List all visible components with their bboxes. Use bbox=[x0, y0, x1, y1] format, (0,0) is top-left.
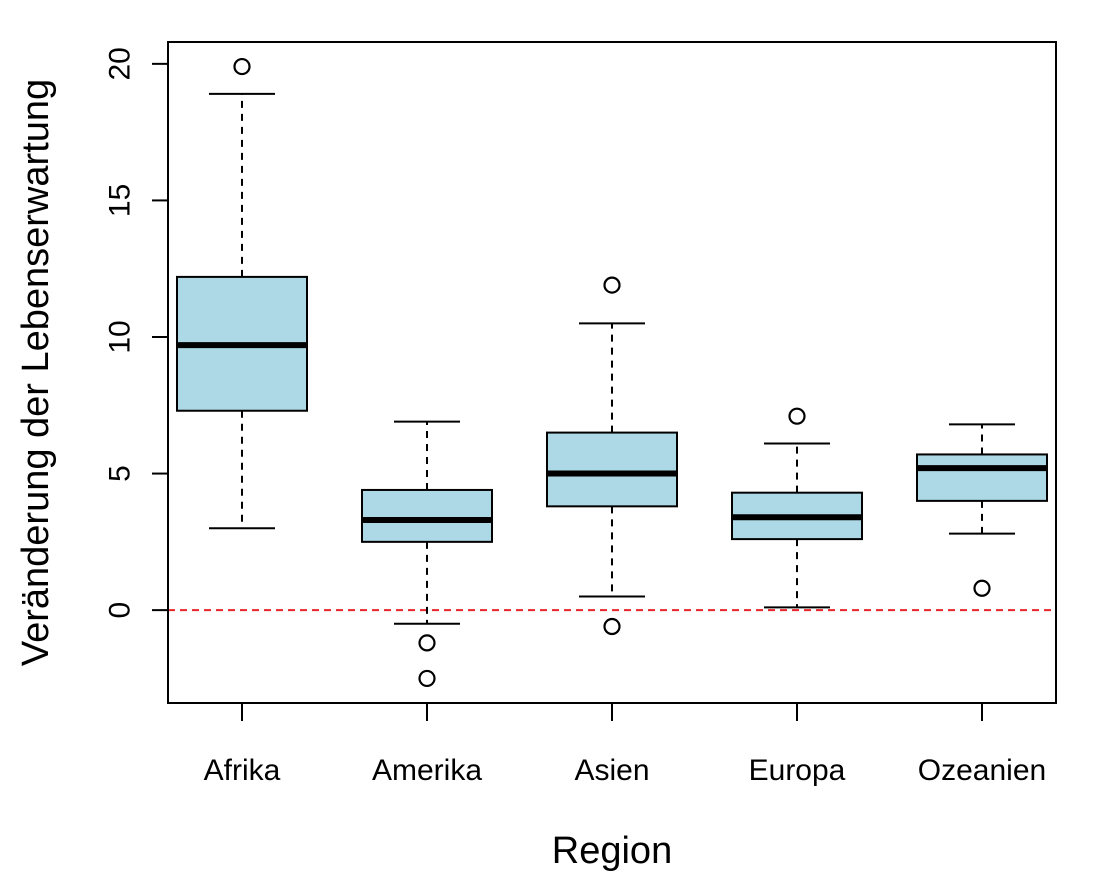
box-asien bbox=[546, 276, 678, 636]
outlier-point bbox=[418, 634, 436, 652]
x-axis: Afrika Amerika Asien Europa Ozeanien bbox=[204, 703, 1046, 787]
iqr-box bbox=[916, 453, 1048, 502]
box-europa bbox=[731, 407, 863, 609]
outlier-point bbox=[233, 57, 251, 76]
y-tick-label: 20 bbox=[104, 47, 137, 80]
x-tick-label-amerika: Amerika bbox=[372, 754, 482, 787]
iqr-box bbox=[361, 488, 493, 543]
box-layer bbox=[176, 57, 1048, 688]
x-tick-label-ozeanien: Ozeanien bbox=[918, 754, 1046, 787]
y-axis: 0 5 10 15 20 bbox=[104, 47, 168, 619]
x-tick-label-europa: Europa bbox=[749, 754, 846, 787]
box-amerika bbox=[361, 420, 493, 688]
outlier-point bbox=[603, 276, 621, 294]
box-ozeanien bbox=[916, 423, 1048, 597]
iqr-box bbox=[546, 431, 678, 508]
outlier-point bbox=[973, 579, 991, 597]
y-tick-label: 0 bbox=[104, 602, 137, 619]
x-tick-label-asien: Asien bbox=[574, 754, 649, 787]
outlier-point bbox=[603, 617, 621, 636]
y-tick-label: 5 bbox=[104, 465, 137, 482]
outlier-point bbox=[788, 407, 806, 425]
x-tick-label-afrika: Afrika bbox=[204, 754, 281, 787]
y-tick-label: 15 bbox=[104, 184, 137, 217]
x-axis-title: Region bbox=[552, 830, 672, 872]
box-afrika bbox=[176, 57, 308, 530]
y-axis-title: Veränderung der Lebenserwartung bbox=[15, 79, 57, 666]
outlier-point bbox=[418, 669, 436, 688]
y-tick-label: 10 bbox=[104, 320, 137, 353]
